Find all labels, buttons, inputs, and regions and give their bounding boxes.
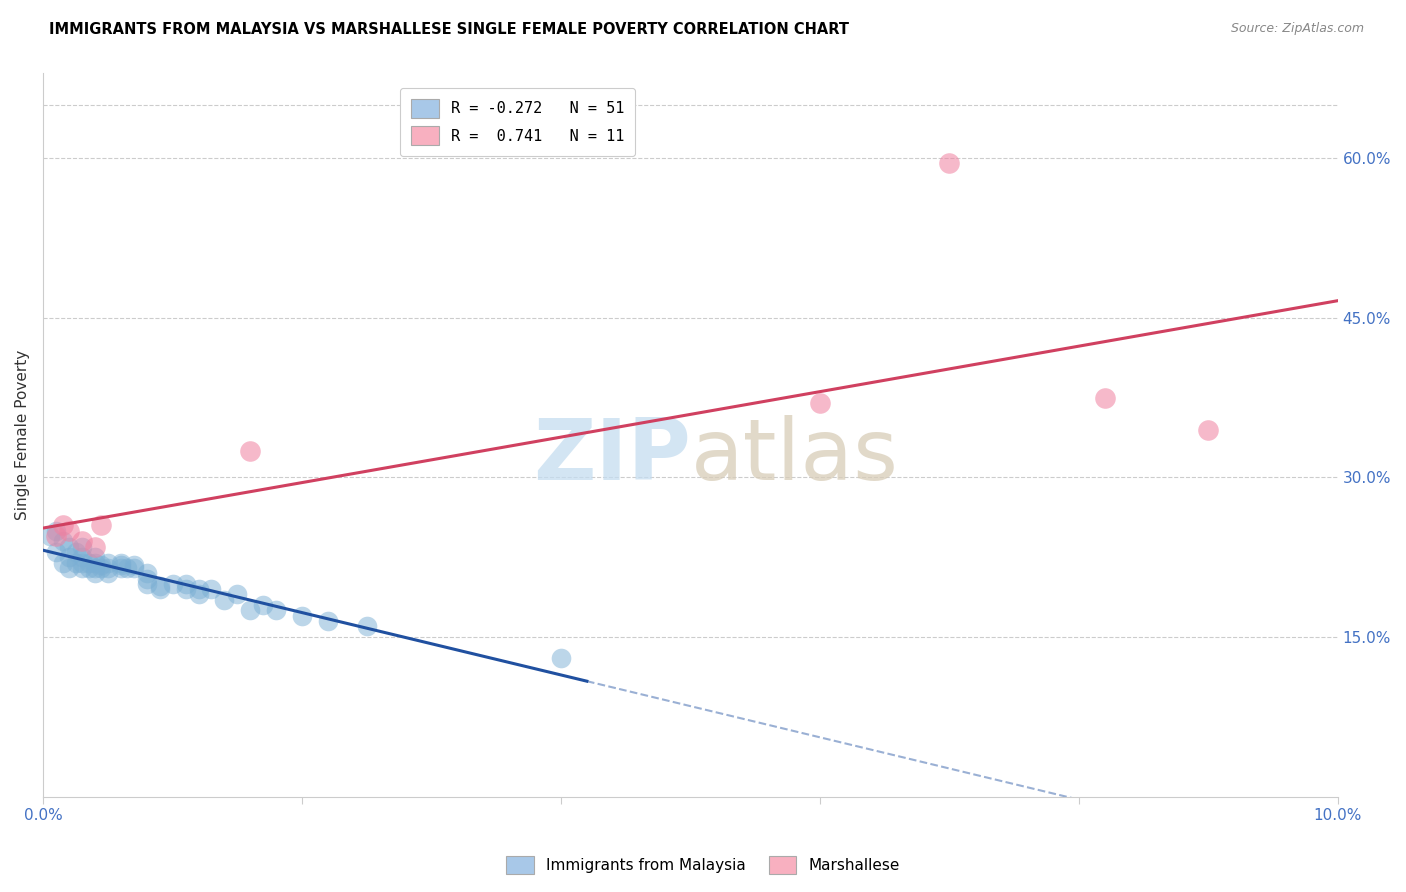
Point (808, 396, 831, 410)
Point (52, 556, 75, 570)
Point (122, 558, 145, 572)
Point (239, 443, 262, 458)
Point (65, 545, 87, 559)
Point (1197, 423, 1219, 437)
Point (77, 561, 100, 575)
Point (84, 566, 107, 581)
Point (45, 545, 67, 559)
Point (226, 587, 249, 601)
Point (149, 582, 172, 596)
Point (97, 566, 120, 581)
Point (84, 561, 107, 575)
Point (174, 577, 197, 591)
Point (84, 540, 107, 554)
Legend: Immigrants from Malaysia, Marshallese: Immigrants from Malaysia, Marshallese (501, 850, 905, 880)
Point (214, 592, 236, 607)
Point (70, 556, 93, 570)
Point (70, 550, 93, 565)
Point (70, 540, 93, 554)
Point (1094, 391, 1116, 405)
Point (90, 561, 112, 575)
Text: atlas: atlas (690, 415, 898, 498)
Point (97, 561, 120, 575)
Point (97, 556, 120, 570)
Point (135, 566, 157, 581)
Point (45, 524, 67, 538)
Point (938, 156, 960, 170)
Point (45, 529, 67, 543)
Point (252, 598, 274, 612)
Text: IMMIGRANTS FROM MALAYSIA VS MARSHALLESE SINGLE FEMALE POVERTY CORRELATION CHART: IMMIGRANTS FROM MALAYSIA VS MARSHALLESE … (49, 22, 849, 37)
Point (200, 582, 222, 596)
Point (90, 558, 112, 572)
Y-axis label: Single Female Poverty: Single Female Poverty (15, 350, 30, 520)
Point (291, 608, 314, 623)
Text: Source: ZipAtlas.com: Source: ZipAtlas.com (1230, 22, 1364, 36)
Point (70, 561, 93, 575)
Point (356, 619, 378, 633)
Point (316, 614, 339, 628)
Point (149, 579, 172, 593)
Point (110, 556, 132, 570)
Point (65, 556, 87, 570)
Point (52, 534, 75, 549)
Point (117, 561, 139, 575)
Point (90, 518, 112, 533)
Point (122, 561, 145, 575)
Point (38, 529, 60, 543)
Point (58, 561, 80, 575)
Point (187, 582, 209, 596)
Point (52, 518, 75, 533)
Point (58, 540, 80, 554)
Point (84, 550, 107, 565)
Point (110, 561, 132, 575)
Point (110, 558, 132, 572)
Point (135, 577, 157, 591)
Point (162, 577, 184, 591)
Point (77, 556, 100, 570)
Point (70, 534, 93, 549)
Point (174, 582, 197, 596)
Point (135, 572, 157, 586)
Point (239, 603, 262, 617)
Point (58, 524, 80, 538)
Point (187, 587, 209, 601)
Text: ZIP: ZIP (533, 415, 690, 498)
Point (58, 550, 80, 565)
Point (550, 651, 572, 665)
Point (264, 603, 287, 617)
Point (84, 556, 107, 570)
Legend: R = -0.272   N = 51, R =  0.741   N = 11: R = -0.272 N = 51, R = 0.741 N = 11 (401, 87, 636, 156)
